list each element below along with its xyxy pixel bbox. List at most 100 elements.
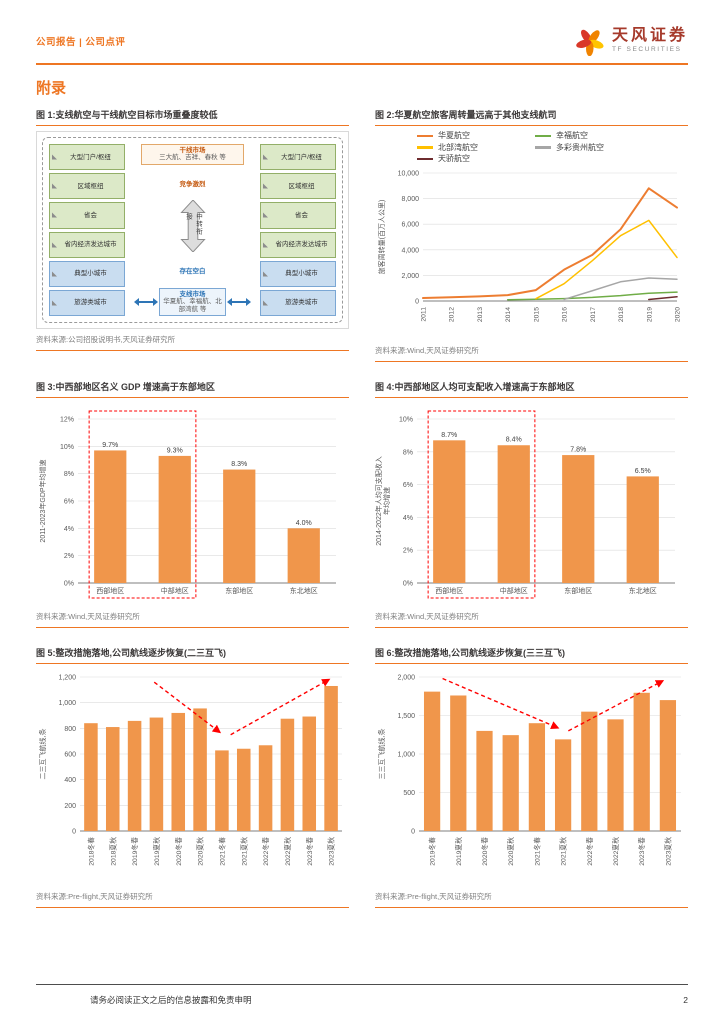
svg-text:2020夏秋: 2020夏秋	[506, 837, 515, 866]
svg-text:东部地区: 东部地区	[225, 586, 253, 595]
svg-text:0%: 0%	[64, 580, 74, 587]
diagram-city-box: 省内经济发达城市	[260, 231, 336, 258]
report-type-breadcrumb: 公司报告 | 公司点评	[36, 37, 126, 48]
diagram-box-label: 旅游类城市	[74, 299, 107, 307]
flower-logo-icon	[576, 29, 604, 56]
legend-label: 天骄航空	[438, 154, 470, 164]
diagram-city-box: 区域枢纽	[260, 173, 336, 200]
svg-text:年均增速: 年均增速	[382, 487, 391, 515]
triangle-icon	[52, 300, 57, 306]
svg-text:0: 0	[411, 828, 415, 835]
brand-logo: 天风证券 TF SECURITIES	[575, 26, 688, 56]
page-number: 2	[683, 995, 688, 1005]
figure2-line-chart: 0 2,000 4,000 6,000 8,000 10,000 旅客周转量(百万人公里) 2…	[377, 170, 682, 322]
svg-text:2019冬春: 2019冬春	[130, 837, 139, 866]
svg-text:12%: 12%	[60, 416, 74, 423]
trunk-market-box: 干线市场 三大航、吉祥、春秋 等	[141, 144, 244, 165]
svg-text:200: 200	[64, 803, 76, 810]
svg-text:800: 800	[64, 726, 76, 733]
svg-text:1,000: 1,000	[397, 751, 415, 758]
svg-text:旅客周转量(百万人公里): 旅客周转量(百万人公里)	[377, 199, 386, 274]
svg-text:1,200: 1,200	[58, 674, 76, 681]
diagram-box-label: 大型门户/枢纽	[281, 153, 322, 161]
center-arrow-text: 中转衔接	[184, 213, 202, 236]
legend-swatch-icon	[535, 146, 551, 149]
diagram-box-label: 区域枢纽	[288, 182, 315, 190]
diagram-city-box: 区域枢纽	[49, 173, 125, 200]
svg-text:2014-2022年人均可支配收入: 2014-2022年人均可支配收入	[375, 456, 383, 545]
svg-text:西部地区: 西部地区	[96, 586, 124, 595]
svg-text:二三互飞航线,条: 二三互飞航线,条	[38, 728, 47, 779]
figure5-body: 0 200 400 600 800 1,000 1,200 二三互飞航线,条 2018冬春 201…	[36, 664, 349, 889]
legend-swatch-icon	[417, 146, 433, 149]
diagram-box-label: 典型小城市	[285, 270, 318, 278]
series-line	[563, 276, 678, 300]
left-double-arrow-icon	[133, 297, 159, 306]
figure5-bar-chart: 0 200 400 600 800 1,000 1,200 二三互飞航线,条 2018冬春 201…	[38, 674, 342, 866]
svg-text:7.8%: 7.8%	[570, 446, 586, 453]
svg-text:2020夏秋: 2020夏秋	[196, 837, 205, 866]
triangle-icon	[52, 212, 57, 218]
diagram-city-box: 典型小城市	[260, 260, 336, 287]
svg-text:2012: 2012	[449, 307, 456, 322]
figure5-title: 图 5:整改措施落地,公司航线逐步恢复(二三互飞)	[36, 644, 349, 664]
diagram-box-label: 典型小城市	[74, 270, 107, 278]
triangle-icon	[52, 242, 57, 248]
svg-text:8%: 8%	[403, 449, 413, 456]
svg-text:4,000: 4,000	[401, 247, 419, 254]
diagram-center-column: 干线市场 三大航、吉祥、春秋 等竞争激烈 中转衔接 存在空白 支线市场 华夏航、幸福航、北…	[131, 144, 254, 316]
svg-text:1,500: 1,500	[397, 713, 415, 720]
footer-divider	[36, 984, 688, 985]
diagram-frame: 大型门户/枢纽 区域枢纽 省会 省内经济发达城市 典型小城市 旅游类城市 干线市场 三大航、吉…	[42, 137, 343, 323]
svg-text:2021夏秋: 2021夏秋	[559, 837, 568, 866]
svg-text:1,000: 1,000	[58, 700, 76, 707]
right-double-arrow-icon	[226, 297, 252, 306]
svg-text:2014: 2014	[505, 307, 512, 322]
svg-text:0: 0	[72, 828, 76, 835]
legend-item: 多彩贵州航空	[535, 143, 653, 153]
figure4-body: 0% 2% 4% 6% 8% 10% 2014-2022年人均可支配收入 年均增速 8.7% 西部…	[374, 398, 688, 609]
svg-text:600: 600	[64, 751, 76, 758]
trunk-market-box-sub: 三大航、吉祥、春秋 等	[159, 154, 226, 162]
trend-arrow	[568, 679, 665, 732]
legend-swatch-icon	[417, 157, 433, 161]
svg-text:2021夏秋: 2021夏秋	[239, 837, 248, 866]
triangle-icon	[263, 154, 268, 160]
diagram-box-label: 省会	[84, 211, 97, 219]
svg-text:东部地区: 东部地区	[564, 586, 592, 595]
trend-arrow	[153, 681, 222, 733]
svg-text:2%: 2%	[403, 547, 413, 554]
legend-swatch-icon	[417, 134, 433, 138]
figure-5: 图 5:整改措施落地,公司航线逐步恢复(二三互飞) 0 200 400 600 800 1…	[36, 644, 349, 908]
gap-label: 存在空白	[179, 267, 206, 275]
figure1-market-diagram: 大型门户/枢纽 区域枢纽 省会 省内经济发达城市 典型小城市 旅游类城市 干线市场 三大航、吉…	[36, 131, 349, 329]
series-line	[535, 219, 678, 300]
svg-text:2018夏秋: 2018夏秋	[108, 837, 117, 866]
svg-text:2018: 2018	[618, 307, 625, 322]
diagram-box-label: 旅游类城市	[285, 299, 318, 307]
svg-text:2022夏秋: 2022夏秋	[283, 837, 292, 866]
svg-text:2023冬春: 2023冬春	[637, 837, 646, 866]
trunk-market-box-title: 干线市场	[179, 147, 206, 154]
svg-text:2020冬春: 2020冬春	[480, 837, 489, 866]
svg-text:400: 400	[64, 777, 76, 784]
svg-text:中部地区: 中部地区	[500, 586, 528, 595]
diagram-left-column: 大型门户/枢纽 区域枢纽 省会 省内经济发达城市 典型小城市 旅游类城市	[49, 144, 125, 317]
triangle-icon	[263, 271, 268, 277]
figure-6: 图 6:整改措施落地,公司航线逐步恢复(三三互飞) 0 500 1,000 1,500…	[375, 644, 688, 908]
regional-market-box-title: 支线市场	[179, 290, 206, 298]
figure3-source: 资料来源:Wind,天风证券研究所	[36, 609, 349, 628]
svg-text:6,000: 6,000	[401, 221, 419, 228]
svg-text:2022冬春: 2022冬春	[261, 837, 270, 866]
figure-2: 图 2:华夏航空旅客周转量远高于其他支线航司 华夏航空 幸福航空 北部湾航空 多彩贵州…	[375, 106, 688, 362]
diagram-city-box: 旅游类城市	[260, 289, 336, 317]
regional-market-box: 支线市场 华夏航、幸福航、北部湾航 等	[159, 287, 226, 316]
figure2-title: 图 2:华夏航空旅客周转量远高于其他支线航司	[375, 106, 688, 126]
legend-item: 天骄航空	[417, 154, 535, 164]
footer-disclaimer: 请务必阅读正文之后的信息披露和免责申明	[90, 995, 252, 1005]
diagram-city-box: 典型小城市	[49, 260, 125, 287]
figure4-title: 图 4:中西部地区人均可支配收入增速高于东部地区	[375, 378, 688, 398]
svg-text:2019冬春: 2019冬春	[428, 837, 437, 866]
triangle-icon	[52, 271, 57, 277]
